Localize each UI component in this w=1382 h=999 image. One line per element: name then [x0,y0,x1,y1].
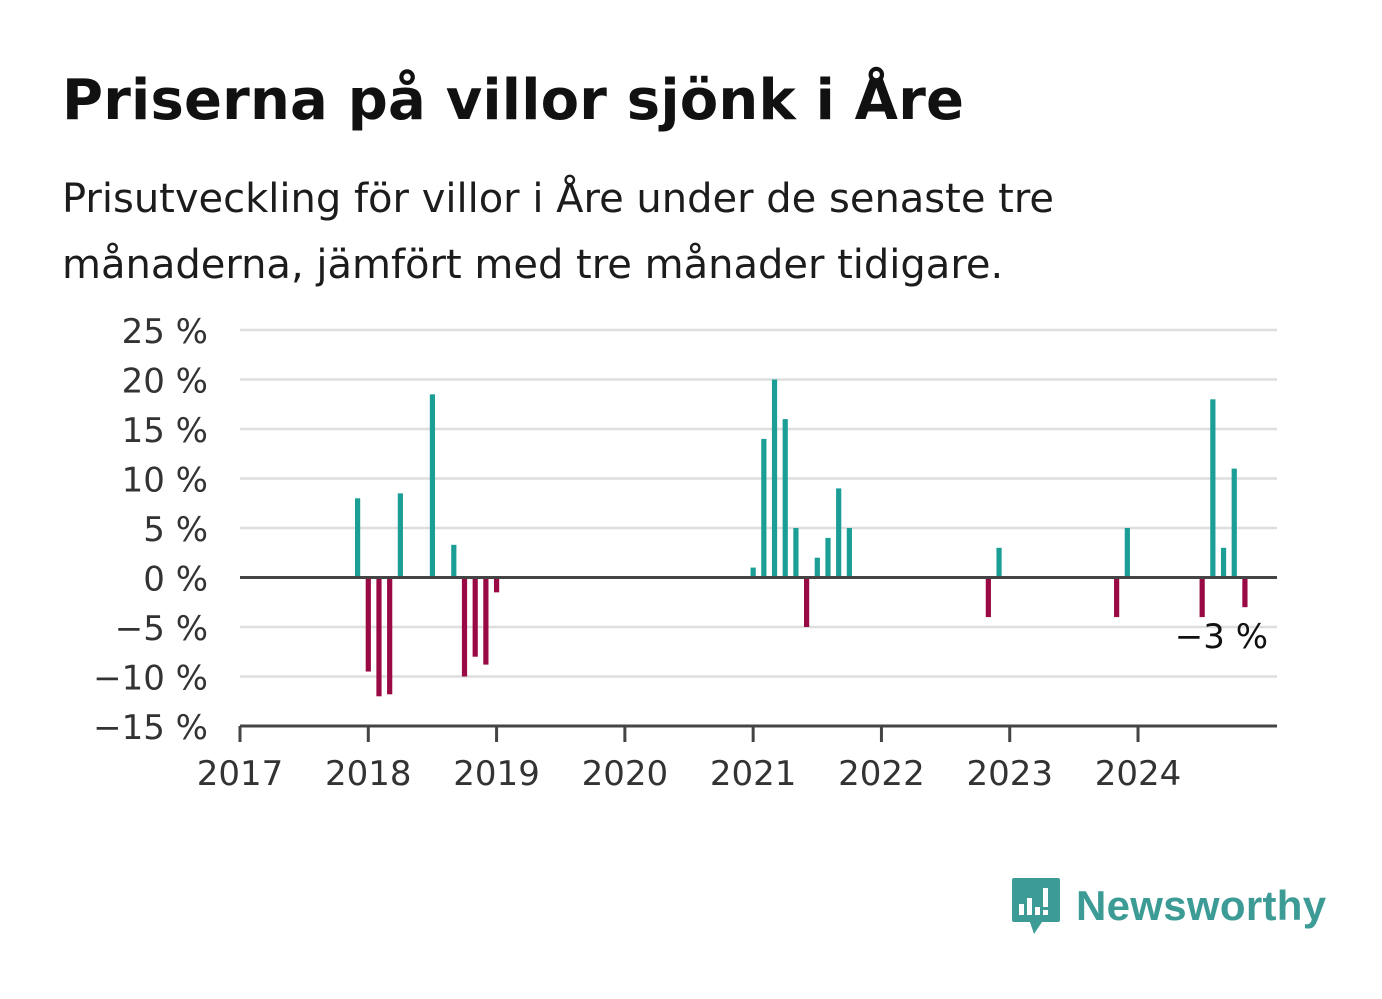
bar [397,493,403,578]
bar [472,577,478,657]
bar [461,577,468,677]
bar [1114,577,1120,618]
x-tick-label: 2022 [838,754,925,794]
bar [1210,399,1216,578]
y-tick-label: 5 % [143,510,208,550]
x-tick-label: 2018 [325,754,412,794]
bar [387,577,393,695]
bar [750,567,756,578]
y-tick-label: −15 % [93,708,208,748]
bar [365,577,371,672]
bar [836,488,842,578]
newsworthy-chart-bubble-icon [1012,878,1060,934]
y-tick-label: −10 % [93,659,208,699]
y-tick-label: 20 % [122,362,208,402]
bar [985,577,991,618]
bar [483,577,489,665]
bar [846,528,852,578]
bar [451,544,457,578]
y-tick-label: 25 % [122,312,208,352]
bar [1220,547,1227,578]
x-tick-label: 2019 [453,754,540,794]
bar [782,419,788,578]
bar [793,528,799,578]
bar [814,557,820,578]
bar [771,379,778,578]
bar [825,537,831,578]
bar [376,577,382,697]
bar [429,394,436,578]
bar [1242,577,1248,608]
y-tick-label: 10 % [122,461,208,501]
bar [354,498,361,578]
x-tick-label: 2024 [1095,754,1182,794]
bar [804,577,810,627]
bar [761,438,767,578]
bar [493,577,500,593]
y-tick-label: 15 % [122,411,208,451]
y-tick-label: −5 % [115,609,208,649]
x-tick-label: 2023 [966,754,1053,794]
newsworthy-wordmark: Newsworthy [1076,882,1327,929]
chart-subtitle: Prisutveckling för villor i Åre under de… [62,176,1055,288]
bar [1124,528,1130,578]
last-value-label: −3 % [1175,617,1268,657]
newsworthy-logo[interactable]: Newsworthy [1010,876,1326,936]
x-tick-label: 2021 [710,754,797,794]
chart-title: Priserna på villor sjönk i Åre [62,68,965,133]
x-tick-label: 2020 [582,754,669,794]
x-tick-label: 2017 [197,754,284,794]
bar [1231,468,1237,578]
bar [996,547,1002,578]
bar [1199,577,1205,618]
y-tick-label: 0 % [143,560,208,600]
